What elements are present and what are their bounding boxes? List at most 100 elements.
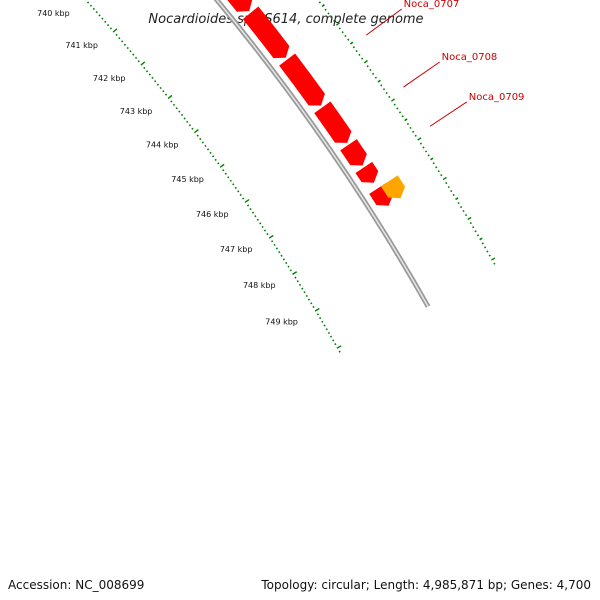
inner-scale-tick: [204, 144, 207, 148]
outer-scale-tick: [330, 16, 333, 19]
inner-scale-tick: [271, 240, 274, 243]
inner-scale-tick: [278, 251, 281, 254]
inner-scale-tick: [289, 269, 292, 272]
inner-scale-tick: [314, 307, 320, 312]
outer-scale-tick: [486, 250, 489, 253]
other-gene-arrow: [380, 175, 406, 199]
inner-scale-tick: [334, 343, 337, 346]
inner-scale-tick: [227, 176, 230, 179]
tick-label: 740 kbp: [37, 9, 70, 18]
inner-scale-tick: [242, 197, 245, 200]
outer-scale-tick: [338, 27, 341, 30]
outer-scale-tick: [404, 118, 408, 122]
outer-scale-tick: [396, 107, 399, 110]
outer-scale-tick: [377, 79, 381, 83]
inner-scale-tick: [143, 66, 146, 69]
inner-scale-tick: [232, 183, 235, 186]
genome-backbone: [213, 0, 431, 308]
inner-scale-tick: [249, 207, 252, 211]
outer-scale-tick: [432, 162, 435, 165]
tick-label: 748 kbp: [243, 281, 276, 290]
inner-scale-tick: [323, 324, 326, 327]
inner-scale-tick: [104, 20, 107, 23]
inner-scale-tick: [154, 80, 157, 83]
outer-scale-tick: [406, 122, 410, 126]
forward-gene-arrow: [227, 0, 253, 12]
inner-scale-tick: [294, 276, 297, 279]
inner-scale-tick: [121, 40, 124, 43]
inner-scale-tick: [196, 134, 199, 137]
inner-scale-tick: [307, 298, 311, 301]
map-title: Nocardioides sp. JS614, complete genome: [148, 12, 423, 27]
inner-scale-tick: [332, 339, 335, 342]
genome-summary-text: Topology: circular; Length: 4,985,871 bp…: [261, 578, 591, 592]
inner-scale-tick: [305, 294, 308, 298]
outer-scale-tick: [321, 4, 325, 8]
inner-scale-tick: [222, 169, 225, 172]
inner-scale-tick: [319, 317, 322, 320]
forward-gene-arrow: [242, 6, 290, 59]
outer-scale-tick: [435, 166, 438, 169]
outer-scale-tick: [457, 201, 460, 205]
outer-scale-tick: [462, 209, 465, 213]
outer-scale-tick: [380, 84, 383, 87]
inner-scale-tick: [178, 110, 181, 113]
outer-scale-tick: [459, 205, 463, 209]
inner-scale-tick: [109, 27, 113, 30]
inner-scale-tick: [140, 61, 146, 66]
outer-scale-tick: [349, 41, 354, 45]
inner-scale-tick: [259, 222, 262, 225]
inner-scale-tick: [287, 265, 290, 268]
inner-scale-tick: [89, 4, 93, 7]
inner-scale-tick: [151, 76, 154, 80]
inner-scale-tick: [175, 107, 178, 110]
inner-scale-tick: [186, 120, 189, 123]
outer-scale-tick: [472, 226, 475, 229]
outer-scale-tick: [361, 57, 364, 60]
outer-scale-tick: [464, 213, 468, 217]
inner-scale-tick: [312, 305, 315, 309]
outer-scale-tick: [363, 59, 368, 64]
outer-scale-tick: [398, 111, 402, 114]
inner-scale-tick: [183, 117, 186, 120]
outer-scale-tick: [385, 91, 388, 95]
outer-scale-tick: [493, 262, 496, 265]
inner-scale-tick: [167, 94, 173, 100]
outer-scale-tick: [382, 88, 386, 91]
inner-scale-tick: [98, 14, 101, 17]
inner-scale-tick: [106, 23, 110, 27]
inner-scale-tick: [280, 254, 283, 257]
inner-scale-tick: [219, 163, 225, 168]
outer-scale-tick: [442, 176, 447, 181]
inner-scale-tick: [118, 37, 121, 40]
label-leader-line: [403, 61, 440, 88]
forward-gene-arrow: [355, 161, 379, 183]
outer-scale-tick: [335, 22, 340, 26]
inner-scale-tick: [115, 33, 118, 37]
gene-label: Noca_0708: [442, 52, 498, 63]
outer-scale-tick: [450, 189, 453, 193]
inner-scale-tick: [101, 17, 104, 20]
inner-scale-tick: [285, 261, 288, 265]
inner-scale-tick: [214, 158, 217, 161]
outer-scale-tick: [369, 68, 372, 72]
outer-scale-tick: [419, 142, 423, 145]
outer-scale-tick: [324, 8, 327, 11]
inner-scale-tick: [316, 313, 320, 316]
inner-scale-tick: [251, 211, 255, 214]
inner-scale-tick: [310, 302, 313, 305]
label-leader-line: [429, 101, 468, 127]
outer-scale-tick: [437, 170, 440, 173]
accession-text: Accession: NC_008699: [8, 578, 145, 592]
inner-scale-tick: [86, 1, 90, 4]
outer-scale-tick: [488, 254, 491, 257]
tick-label: 745 kbp: [171, 175, 204, 184]
inner-scale-tick: [162, 90, 165, 93]
gene-labels: Noca_0701Noca_0702Noca_0703Noca_0704Noca…: [365, 0, 524, 127]
outer-scale-tick: [445, 181, 448, 185]
inner-scale-tick: [156, 83, 160, 86]
inner-scale-tick: [95, 11, 98, 14]
outer-scale-tick: [374, 76, 377, 79]
